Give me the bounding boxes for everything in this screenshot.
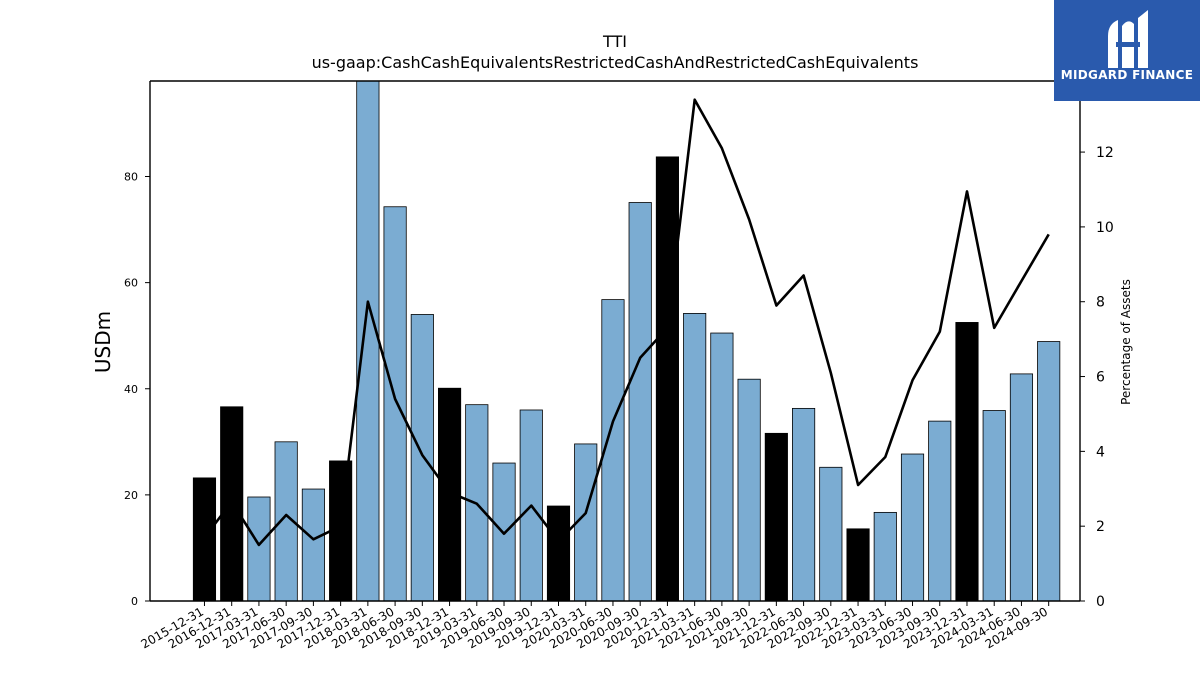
bar-2020-12-31 <box>655 156 679 602</box>
bars-group <box>192 80 1061 602</box>
axes-group: 0204060800246810122015-12-312016-12-3120… <box>124 80 1114 651</box>
pct-assets-line <box>203 98 1050 547</box>
y2-axis-label: Percentage of Assets <box>1119 279 1133 405</box>
chart-title: TTI <box>603 32 627 51</box>
y2-tick-label: 8 <box>1096 295 1105 311</box>
bar-2024-03-31 <box>982 410 1006 602</box>
labels-group: USDm Percentage of Assets <box>91 279 1133 405</box>
bar-2020-09-30 <box>628 202 652 602</box>
y2-tick-label: 4 <box>1096 444 1105 460</box>
chart-subtitle: us-gaap:CashCashEquivalentsRestrictedCas… <box>311 53 919 72</box>
bar-2022-06-30 <box>792 407 816 602</box>
logo: MIDGARD FINANCE <box>1054 0 1200 101</box>
bar-2021-12-31 <box>764 432 788 602</box>
y-tick-label: 60 <box>124 277 138 290</box>
bar-2015-12-31 <box>192 477 217 602</box>
line-group <box>203 98 1050 547</box>
y-axis-label: USDm <box>91 311 115 373</box>
bar-2018-03-31 <box>356 80 380 602</box>
bar-2021-03-31 <box>683 313 707 602</box>
bar-2017-09-30 <box>301 488 325 602</box>
y2-tick-label: 12 <box>1096 145 1114 161</box>
bar-2022-09-30 <box>819 466 843 602</box>
bar-2023-06-30 <box>900 453 925 602</box>
y2-tick-label: 6 <box>1096 370 1105 386</box>
y2-tick-label: 10 <box>1096 220 1114 236</box>
y-tick-label: 80 <box>124 171 138 184</box>
bar-2024-06-30 <box>1009 373 1034 602</box>
bar-2018-09-30 <box>410 314 434 602</box>
bar-2023-12-31 <box>955 322 979 602</box>
y-tick-label: 0 <box>131 595 138 608</box>
bar-2024-09-30 <box>1037 341 1061 602</box>
bar-2021-09-30 <box>737 378 761 602</box>
bar-2023-03-31 <box>873 511 897 602</box>
y2-tick-label: 0 <box>1096 594 1105 610</box>
y-tick-label: 20 <box>124 489 138 502</box>
bar-2018-06-30 <box>383 206 407 602</box>
logo-mark-icon <box>1108 10 1148 68</box>
bar-2019-12-31 <box>546 505 571 602</box>
bar-2022-12-31 <box>846 528 870 602</box>
y-tick-label: 40 <box>124 383 138 396</box>
bar-2021-06-30 <box>710 332 734 602</box>
logo-text: MIDGARD FINANCE <box>1060 68 1194 82</box>
bar-2023-09-30 <box>928 420 952 602</box>
y2-tick-label: 2 <box>1096 519 1105 535</box>
bar-2017-03-31 <box>247 496 271 602</box>
